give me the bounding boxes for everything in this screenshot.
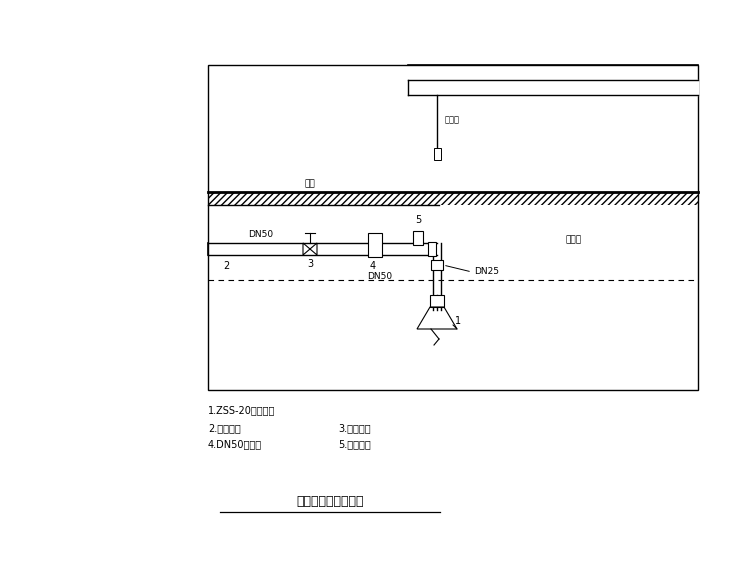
Bar [368,233,382,257]
Text: 5.拖起支架: 5.拖起支架 [338,439,371,449]
Bar [413,231,423,245]
Bar [208,65,698,390]
Text: 2: 2 [223,261,229,271]
Bar [428,242,436,256]
Text: 絲光绳: 絲光绳 [445,116,460,124]
Text: DN25: DN25 [474,267,499,276]
Text: 1: 1 [455,316,461,326]
Text: 4.DN50电磁鄀: 4.DN50电磁鄀 [208,439,262,449]
Text: 1.ZSS-20火火装置: 1.ZSS-20火火装置 [208,405,276,415]
Bar [430,295,444,307]
Text: 大空间: 大空间 [565,235,581,245]
Text: 4: 4 [370,261,376,271]
Bar [434,148,440,160]
Bar [437,192,698,205]
Text: 楼板: 楼板 [305,179,315,188]
Bar [431,260,443,270]
Text: 5: 5 [415,215,421,225]
Text: DN50: DN50 [367,272,392,281]
Bar [208,192,437,205]
Text: 2.配水支管: 2.配水支管 [208,423,241,433]
Text: 3: 3 [307,259,313,269]
Text: 3.手动阀阀: 3.手动阀阀 [338,423,370,433]
Text: 火火装置安装示意图: 火火装置安装示意图 [297,495,364,508]
Text: DN50: DN50 [248,230,273,239]
